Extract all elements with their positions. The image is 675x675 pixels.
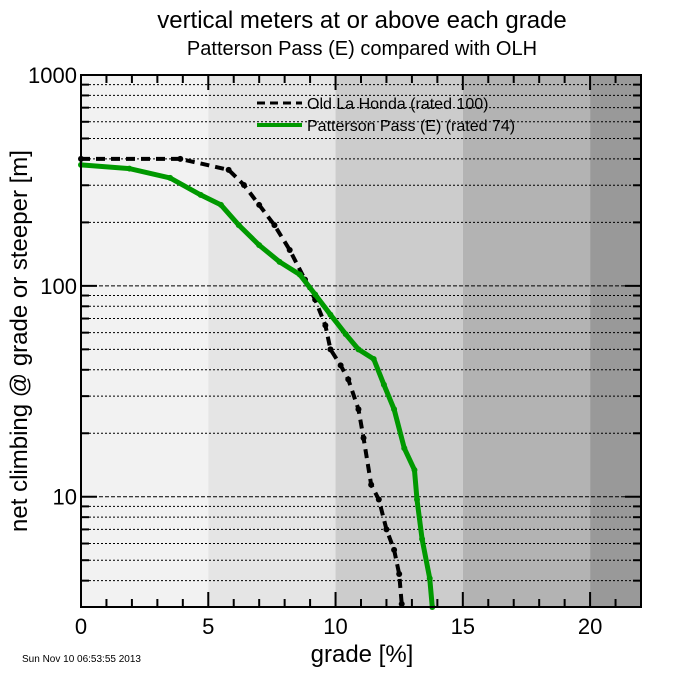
chart-title: vertical meters at or above each grade (157, 7, 567, 34)
data-point (167, 174, 174, 181)
x-axis-label: grade [%] (311, 641, 414, 668)
series-line (80, 162, 435, 608)
data-point (355, 346, 362, 353)
data-point (342, 331, 349, 338)
series-0 (78, 155, 405, 607)
data-point (126, 165, 133, 172)
data-point (391, 546, 398, 553)
data-point (296, 271, 303, 278)
x-tick-label: 20 (578, 614, 602, 639)
data-point (368, 481, 375, 488)
data-point (419, 536, 426, 543)
data-point (383, 526, 390, 533)
series-1 (78, 161, 436, 610)
data-point (337, 362, 344, 369)
data-point (235, 222, 242, 229)
data-point (355, 406, 362, 413)
data-point (411, 466, 418, 473)
data-point (256, 201, 263, 208)
x-tick-label: 10 (323, 614, 347, 639)
chart-subtitle: Patterson Pass (E) compared with OLH (187, 38, 537, 60)
data-point (177, 155, 184, 162)
data-point (218, 201, 224, 208)
data-point (396, 571, 403, 578)
data-point (360, 434, 367, 441)
timestamp: Sun Nov 10 06:53:55 2013 (22, 654, 141, 665)
x-tick-label: 15 (451, 614, 475, 639)
data-point (380, 381, 387, 388)
background-band (590, 75, 641, 607)
data-point (286, 246, 293, 253)
data-point (327, 346, 334, 353)
data-point (426, 575, 433, 582)
data-point (225, 166, 232, 173)
legend-label: Patterson Pass (E) (rated 74) (307, 118, 515, 135)
x-tick-label: 0 (75, 614, 87, 639)
data-point (256, 242, 263, 249)
data-point (271, 222, 278, 229)
data-point (240, 181, 247, 188)
data-point (398, 600, 405, 607)
data-point (370, 355, 377, 362)
data-point (276, 258, 283, 265)
data-point (312, 291, 319, 298)
background-band (208, 75, 336, 607)
data-point (401, 445, 408, 452)
plot-frame (80, 74, 642, 608)
data-point (414, 496, 420, 503)
y-tick-label: 100 (40, 274, 77, 299)
y-tick-label: 1000 (28, 63, 77, 88)
data-point (375, 496, 382, 503)
data-point (197, 191, 204, 198)
legend-label: Old La Honda (rated 100) (307, 96, 488, 113)
data-point (322, 322, 329, 329)
x-tick-label: 5 (202, 614, 214, 639)
data-point (327, 311, 334, 318)
background-band (462, 75, 591, 607)
background-band (335, 75, 463, 607)
background-band (81, 75, 209, 607)
data-point (345, 376, 352, 383)
y-tick-label: 10 (53, 485, 77, 510)
data-point (391, 406, 398, 413)
y-axis-label: net climbing @ grade or steeper [m] (6, 150, 33, 532)
